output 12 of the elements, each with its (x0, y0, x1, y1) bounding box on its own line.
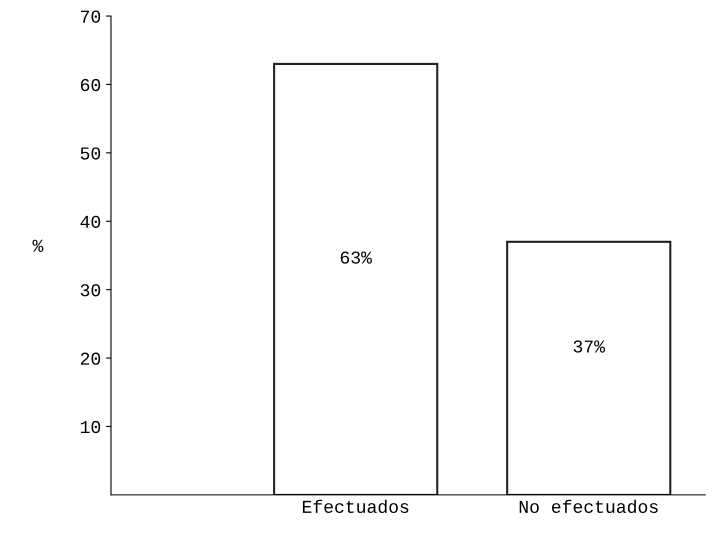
y-tick-label: 50 (80, 147, 100, 160)
data-label: 63% (340, 251, 372, 264)
y-axis-title: % (32, 240, 44, 252)
y-tick-label: 20 (80, 352, 100, 365)
x-tick-label: Efectuados (302, 500, 408, 514)
y-tick-label: 10 (80, 420, 100, 434)
y-tick-label: 40 (80, 216, 100, 228)
y-tick-label: 30 (80, 284, 100, 296)
data-label: 37% (574, 340, 605, 353)
x-tick-label: No efectuados (520, 500, 658, 514)
y-tick-label: 70 (80, 10, 100, 23)
y-tick-label: 60 (80, 78, 100, 92)
